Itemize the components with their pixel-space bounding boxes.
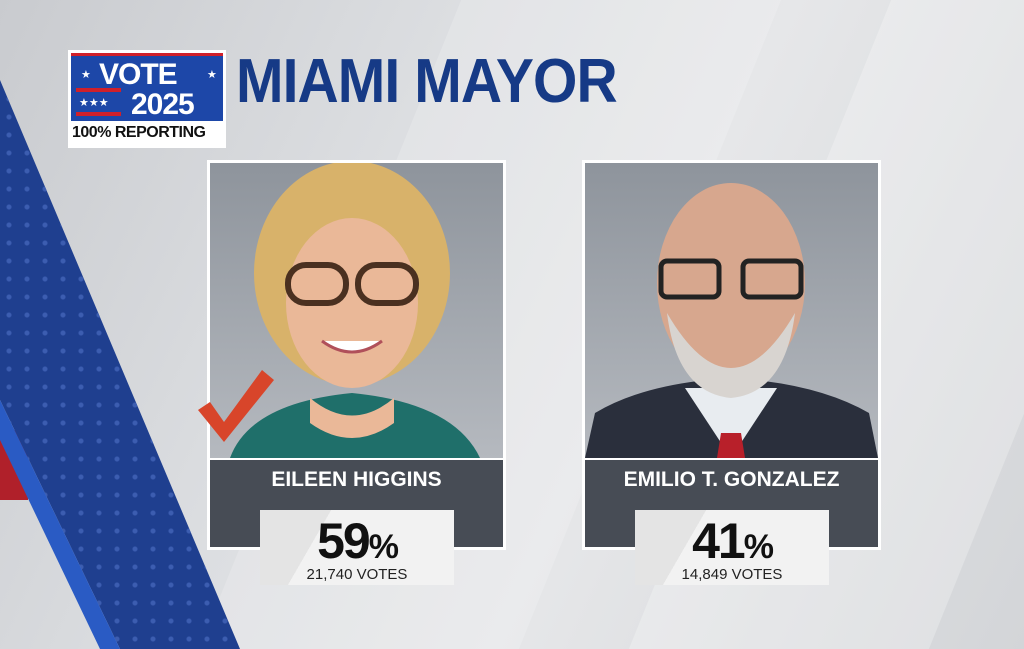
vote-result-box: 59% 21,740 VOTES (260, 510, 454, 585)
badge-red-line (76, 112, 121, 116)
candidate-name: EMILIO T. GONZALEZ (623, 468, 840, 491)
candidate-card: EMILIO T. GONZALEZ (582, 160, 881, 550)
vote-result-box: 41% 14,849 VOTES (635, 510, 829, 585)
star-icon: ★ (207, 69, 217, 81)
candidate-photo (210, 163, 503, 458)
candidate-name: EILEEN HIGGINS (271, 468, 442, 491)
percent-sign: % (743, 528, 774, 566)
candidate-card: EILEEN HIGGINS (207, 160, 506, 550)
badge-flag: ★ ★ ★★★ VOTE 2025 (71, 53, 223, 121)
vote-count: 14,849 VOTES (681, 566, 783, 583)
reporting-status: 100% REPORTING (72, 124, 206, 141)
star-icon: ★ (81, 69, 91, 81)
badge-vote: VOTE (99, 58, 178, 91)
star-icon: ★★★ (79, 97, 109, 109)
percent-sign: % (368, 528, 399, 566)
candidate-photo (585, 163, 878, 458)
candidate-portrait (585, 183, 878, 458)
badge-year: 2025 (131, 88, 195, 121)
race-title: MIAMI MAYOR (236, 47, 618, 116)
candidate-portrait (230, 163, 480, 458)
vote-count: 21,740 VOTES (306, 566, 408, 583)
vote-percent: 59% (260, 512, 454, 570)
vote-2025-badge: ★ ★ ★★★ VOTE 2025 100% REPORTING (68, 50, 226, 148)
vote-percent: 41% (635, 512, 829, 570)
percent-value: 41 (692, 513, 746, 569)
winner-check-icon (198, 370, 274, 442)
percent-value: 59 (317, 513, 371, 569)
badge-red-line (76, 88, 121, 92)
